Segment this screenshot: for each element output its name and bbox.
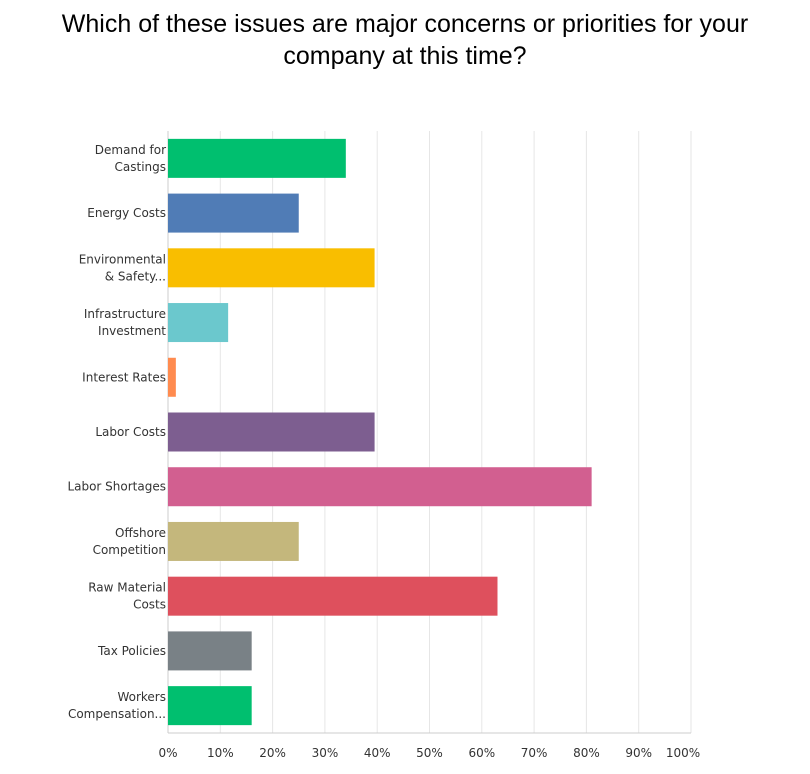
bar — [168, 193, 299, 233]
x-tick-label: 70% — [521, 746, 548, 760]
category-label: Castings — [115, 160, 167, 174]
x-tick-label: 0% — [158, 746, 177, 760]
bar — [168, 138, 346, 178]
category-label: Investment — [98, 324, 166, 338]
chart-title-line-2: company at this time? — [283, 42, 527, 70]
x-tick-label: 30% — [312, 746, 339, 760]
chart-title: Which of these issues are major concerns… — [0, 8, 810, 72]
category-label: Infrastructure — [84, 307, 166, 321]
category-label: & Safety... — [105, 269, 166, 283]
bar — [168, 631, 252, 671]
x-tick-label: 80% — [573, 746, 600, 760]
bar — [168, 303, 229, 343]
category-label: Offshore — [115, 526, 166, 540]
category-label: Environmental — [79, 252, 166, 266]
x-tick-label: 100% — [666, 746, 700, 760]
category-label: Raw Material — [88, 581, 166, 595]
category-label: Demand for — [95, 143, 166, 157]
category-label: Tax Policies — [97, 644, 166, 658]
category-label: Competition — [93, 543, 166, 557]
category-label: Energy Costs — [87, 206, 166, 220]
bars — [168, 138, 592, 726]
x-tick-label: 60% — [468, 746, 495, 760]
bar — [168, 521, 299, 561]
bar — [168, 248, 375, 288]
bar — [168, 576, 498, 616]
category-label: Compensation... — [68, 707, 166, 721]
x-tick-labels: 0% 10% 20% 30% 40% 50% 60% 70% 80% 90% 100% — [158, 746, 700, 760]
category-label: Labor Shortages — [67, 480, 166, 494]
x-tick-label: 20% — [259, 746, 286, 760]
x-tick-label: 10% — [207, 746, 234, 760]
category-label: Labor Costs — [95, 425, 166, 439]
category-labels: Demand for Castings Energy Costs Environmen… — [67, 143, 166, 721]
category-label: Costs — [133, 598, 166, 612]
chart-title-line-1: Which of these issues are major concerns… — [61, 10, 749, 38]
bar — [168, 686, 252, 726]
category-label: Interest Rates — [82, 370, 166, 384]
bar — [168, 357, 176, 397]
x-tick-label: 50% — [416, 746, 443, 760]
category-label: Workers — [117, 690, 166, 704]
x-tick-label: 90% — [625, 746, 652, 760]
bar — [168, 467, 592, 507]
bar — [168, 412, 375, 452]
x-tick-label: 40% — [364, 746, 391, 760]
